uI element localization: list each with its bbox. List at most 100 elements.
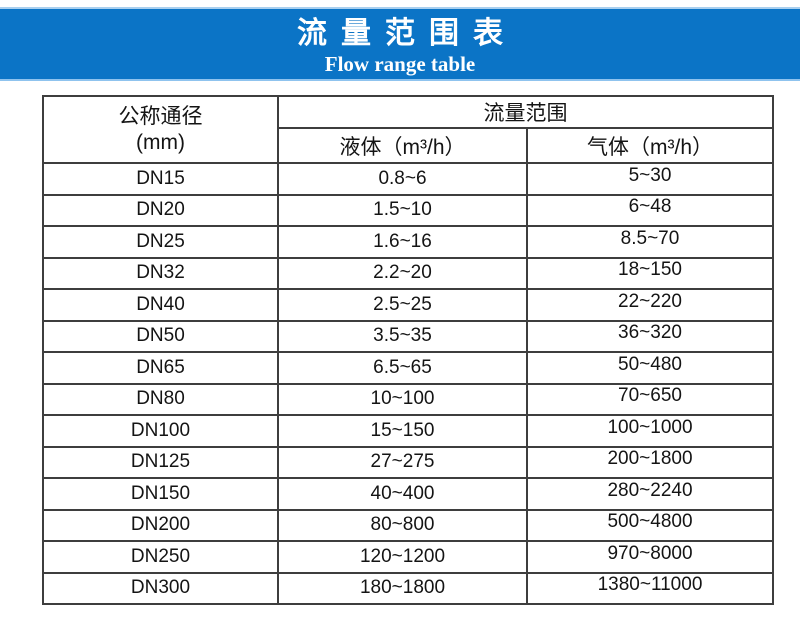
- cell-dn: DN300: [42, 571, 279, 605]
- cell-dn: DN125: [42, 445, 279, 479]
- cell-gas-value: 500~4800: [607, 511, 693, 533]
- cell-dn-value: DN300: [130, 577, 191, 599]
- cell-dn: DN100: [42, 414, 279, 448]
- cell-gas-value: 22~220: [618, 290, 682, 312]
- cell-dn-value: DN50: [136, 325, 185, 347]
- cell-liquid-value: 3.5~35: [373, 325, 432, 347]
- cell-dn: DN25: [42, 225, 279, 259]
- cell-liquid: 6.5~65: [277, 351, 528, 385]
- header-nominal-diameter-line1: 公称通径: [118, 105, 203, 129]
- cell-liquid-value: 180~1800: [359, 577, 446, 599]
- cell-liquid: 2.5~25: [277, 288, 528, 322]
- cell-gas: 5~30: [526, 162, 774, 196]
- table-row: DN200 80~800 500~4800: [42, 508, 774, 542]
- cell-gas: 8.5~70: [526, 225, 774, 259]
- header-flow-range-group: 流量范围: [277, 95, 774, 129]
- cell-liquid: 80~800: [277, 508, 528, 542]
- cell-liquid-value: 80~800: [370, 514, 435, 536]
- cell-gas: 280~2240: [526, 477, 774, 511]
- table-row: DN50 3.5~35 36~320: [42, 319, 774, 353]
- cell-dn-value: DN80: [136, 388, 185, 410]
- cell-gas: 70~650: [526, 382, 774, 416]
- banner-subtitle: Flow range table: [324, 51, 476, 76]
- cell-liquid: 0.8~6: [277, 162, 528, 196]
- cell-liquid-value: 15~150: [370, 419, 435, 441]
- cell-gas-value: 6~48: [628, 196, 672, 218]
- cell-dn-value: DN100: [130, 419, 191, 441]
- flow-range-table: 公称通径 (mm) 流量范围 液体（m³/h） 气体（m³/h） DN15 0.8…: [42, 95, 774, 605]
- cell-dn-value: DN20: [136, 199, 185, 221]
- table-row: DN100 15~150 100~1000: [42, 414, 774, 448]
- cell-liquid-value: 1.5~10: [373, 199, 432, 221]
- cell-liquid: 40~400: [277, 477, 528, 511]
- cell-dn: DN65: [42, 351, 279, 385]
- cell-gas-value: 70~650: [618, 385, 682, 407]
- table-row: DN80 10~100 70~650: [42, 382, 774, 416]
- cell-gas-value: 50~480: [618, 353, 682, 375]
- table-row: DN125 27~275 200~1800: [42, 445, 774, 479]
- cell-liquid-value: 2.5~25: [373, 293, 432, 315]
- table-row: DN65 6.5~65 50~480: [42, 351, 774, 385]
- cell-dn-value: DN40: [136, 293, 185, 315]
- cell-liquid-value: 0.8~6: [378, 167, 427, 189]
- cell-liquid: 15~150: [277, 414, 528, 448]
- table-row: DN250 120~1200 970~8000: [42, 540, 774, 574]
- cell-dn: DN50: [42, 319, 279, 353]
- header-nominal-diameter-unit: (mm): [136, 130, 185, 154]
- cell-liquid: 180~1800: [277, 571, 528, 605]
- cell-liquid-value: 6.5~65: [373, 356, 432, 378]
- cell-dn-value: DN150: [130, 482, 191, 504]
- table-row: DN300 180~1800 1380~11000: [42, 571, 774, 605]
- table-row: DN15 0.8~6 5~30: [42, 162, 774, 196]
- cell-liquid-value: 40~400: [370, 482, 435, 504]
- cell-liquid: 1.5~10: [277, 193, 528, 227]
- cell-dn-value: DN25: [136, 230, 185, 252]
- cell-liquid-value: 2.2~20: [373, 262, 432, 284]
- cell-gas: 36~320: [526, 319, 774, 353]
- cell-gas: 18~150: [526, 256, 774, 290]
- cell-gas-value: 36~320: [618, 322, 682, 344]
- cell-liquid: 2.2~20: [277, 256, 528, 290]
- cell-gas-value: 1380~11000: [597, 574, 703, 596]
- table-row: DN150 40~400 280~2240: [42, 477, 774, 511]
- cell-gas: 500~4800: [526, 508, 774, 542]
- cell-dn: DN250: [42, 540, 279, 574]
- cell-liquid: 27~275: [277, 445, 528, 479]
- cell-dn-value: DN125: [130, 451, 191, 473]
- cell-gas: 200~1800: [526, 445, 774, 479]
- banner: 流量范围表 Flow range table: [0, 7, 800, 81]
- cell-gas-value: 18~150: [618, 259, 682, 281]
- cell-dn-value: DN65: [136, 356, 185, 378]
- cell-gas-value: 970~8000: [607, 542, 693, 564]
- cell-gas-value: 100~1000: [607, 416, 693, 438]
- cell-dn-value: DN250: [130, 545, 191, 567]
- cell-dn: DN80: [42, 382, 279, 416]
- cell-dn: DN150: [42, 477, 279, 511]
- cell-liquid-value: 1.6~16: [373, 230, 432, 252]
- cell-gas: 970~8000: [526, 540, 774, 574]
- cell-liquid: 1.6~16: [277, 225, 528, 259]
- table-row: DN40 2.5~25 22~220: [42, 288, 774, 322]
- cell-dn: DN20: [42, 193, 279, 227]
- header-gas: 气体（m³/h）: [526, 127, 774, 164]
- cell-liquid: 3.5~35: [277, 319, 528, 353]
- header-row-sub: 液体（m³/h） 气体（m³/h）: [43, 127, 774, 164]
- cell-dn-value: DN32: [136, 262, 185, 284]
- cell-gas: 22~220: [526, 288, 774, 322]
- banner-title: 流量范围表: [297, 17, 517, 50]
- header-liquid: 液体（m³/h）: [277, 127, 528, 164]
- cell-dn-value: DN200: [130, 514, 191, 536]
- cell-gas-value: 5~30: [628, 164, 672, 186]
- cell-gas: 50~480: [526, 351, 774, 385]
- table-row: DN20 1.5~10 6~48: [42, 193, 774, 227]
- table-row: DN25 1.6~16 8.5~70: [42, 225, 774, 259]
- cell-gas-value: 8.5~70: [620, 227, 680, 249]
- cell-gas-value: 200~1800: [607, 448, 693, 470]
- header-nominal-diameter: 公称通径 (mm): [42, 95, 279, 164]
- cell-liquid: 10~100: [277, 382, 528, 416]
- cell-liquid-value: 10~100: [370, 388, 435, 410]
- cell-gas: 6~48: [526, 193, 774, 227]
- table-body: DN15 0.8~6 5~30 DN20 1.5~10 6~48 DN25 1.6~16 8.5…: [42, 162, 774, 605]
- header-row-top: 公称通径 (mm) 流量范围: [42, 95, 774, 164]
